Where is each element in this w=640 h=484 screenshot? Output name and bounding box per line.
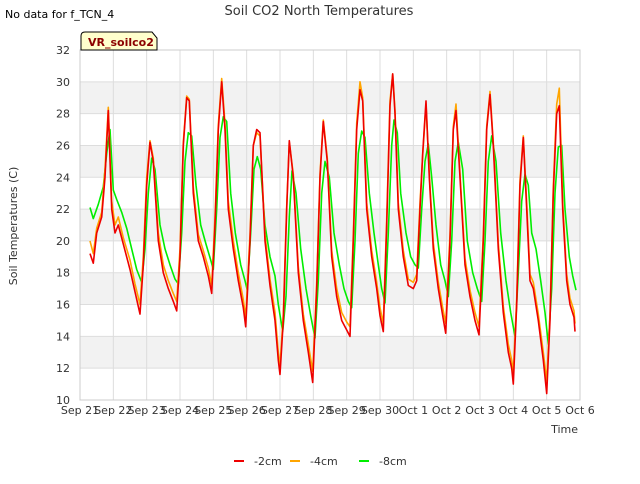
- band: [80, 305, 580, 337]
- series-lines: [89, 73, 577, 395]
- legend-label: -4cm: [310, 455, 338, 468]
- y-tick-label: 18: [56, 267, 70, 280]
- band-shaded: [80, 336, 580, 369]
- x-tick-label: Sep 26: [228, 404, 266, 417]
- y-axis-ticks: 10 12 14 16 18 20 22 24 26 28 30 32: [56, 44, 70, 407]
- y-tick-label: 26: [56, 139, 70, 152]
- site-badge-label: VR_soilco2: [88, 36, 154, 49]
- x-axis-label: Time: [550, 423, 578, 436]
- y-tick-label: 14: [56, 330, 70, 343]
- x-tick-label: Sep 21: [61, 404, 99, 417]
- y-tick-label: 32: [56, 44, 70, 57]
- x-tick-label: Oct 5: [532, 404, 562, 417]
- band-shaded: [80, 81, 580, 114]
- y-tick-label: 22: [56, 203, 70, 216]
- chart-title: Soil CO2 North Temperatures: [225, 4, 414, 19]
- site-badge: VR_soilco2: [80, 31, 158, 51]
- band: [80, 114, 580, 146]
- x-tick-label: Oct 4: [499, 404, 529, 417]
- series-line-2cm: [89, 73, 576, 395]
- band: [80, 50, 580, 83]
- x-tick-label: Sep 30: [361, 404, 399, 417]
- y-tick-label: 24: [56, 171, 70, 184]
- y-tick-label: 16: [56, 299, 70, 312]
- x-tick-label: Sep 25: [194, 404, 232, 417]
- x-tick-label: Oct 6: [565, 404, 595, 417]
- y-axis-label: Soil Temperatures (C): [7, 167, 20, 286]
- y-tick-label: 10: [56, 394, 70, 407]
- legend-label: -8cm: [379, 455, 407, 468]
- x-tick-label: Sep 22: [94, 404, 132, 417]
- x-tick-label: Sep 24: [161, 404, 199, 417]
- legend: -2cm -4cm -8cm: [234, 455, 407, 468]
- y-tick-label: 20: [56, 235, 70, 248]
- corner-note: No data for f_TCN_4: [5, 8, 114, 21]
- x-tick-label: Sep 27: [261, 404, 299, 417]
- y-tick-label: 28: [56, 108, 70, 121]
- x-tick-label: Sep 23: [128, 404, 166, 417]
- x-tick-label: Oct 2: [432, 404, 462, 417]
- band: [80, 368, 580, 401]
- y-tick-label: 30: [56, 76, 70, 89]
- y-tick-label: 12: [56, 362, 70, 375]
- x-tick-label: Oct 1: [399, 404, 429, 417]
- x-tick-label: Sep 29: [328, 404, 366, 417]
- plot-frame: [79, 49, 581, 401]
- x-tick-label: Oct 3: [465, 404, 495, 417]
- x-tick-label: Sep 28: [294, 404, 332, 417]
- band-shaded: [80, 272, 580, 305]
- legend-label: -2cm: [254, 455, 282, 468]
